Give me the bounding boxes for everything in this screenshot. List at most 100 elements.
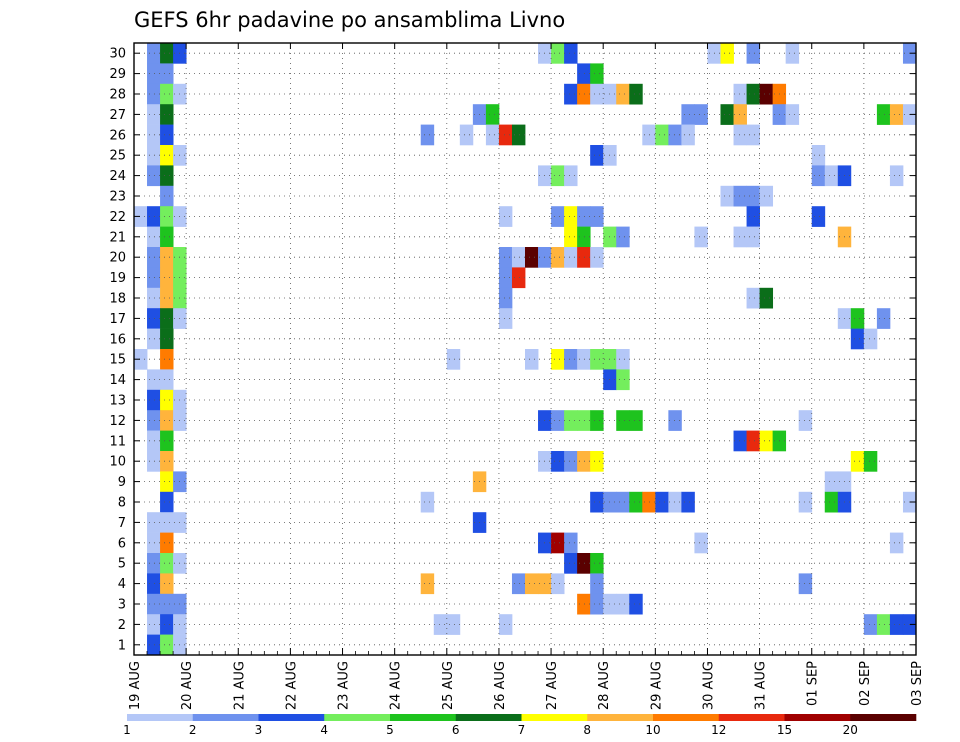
heatmap-cell: [160, 389, 174, 411]
y-tick-label: 8: [118, 496, 126, 511]
heatmap-cell: [746, 83, 760, 105]
heatmap-cell: [590, 83, 604, 105]
heatmap-cell: [785, 43, 800, 64]
heatmap-cell: [616, 491, 630, 513]
heatmap-cell: [577, 553, 591, 574]
heatmap-cell: [511, 247, 526, 268]
heatmap-cell: [746, 226, 760, 248]
heatmap-cell: [160, 247, 174, 268]
heatmap-cell: [147, 451, 161, 472]
heatmap-cell: [160, 83, 174, 105]
heatmap-cell: [498, 287, 513, 309]
x-axis-date-labels: 19 AUG 20 AUG 21 AUG 22 AUG 23 AUG 24 AUG 25 A…: [128, 43, 925, 710]
heatmap-cell: [590, 593, 604, 615]
heatmap-cell: [525, 349, 539, 370]
heatmap-cell: [811, 165, 826, 187]
heatmap-cell: [759, 185, 774, 207]
heatmap-cell: [147, 226, 161, 248]
heatmap-cell: [577, 83, 591, 105]
heatmap-cell: [564, 206, 578, 227]
y-tick-label: 5: [118, 557, 126, 572]
y-tick-label: 28: [109, 88, 126, 103]
heatmap-cell: [160, 512, 174, 533]
colorbar-label: 15: [777, 723, 792, 737]
heatmap-cell: [577, 410, 591, 431]
colorbar-label: 2: [189, 723, 197, 737]
x-tick-label: 20 AUG: [180, 661, 195, 710]
heatmap-cell: [134, 206, 148, 227]
heatmap-cell: [889, 165, 904, 187]
heatmap-cell: [863, 451, 878, 472]
heatmap-cell: [147, 369, 161, 391]
heatmap-cell: [746, 124, 760, 146]
heatmap-cell: [824, 491, 839, 513]
heatmap-cell: [577, 226, 591, 248]
heatmap-cell: [616, 410, 630, 431]
colorbar-swatch: [192, 714, 259, 721]
heatmap-cell: [160, 471, 174, 493]
x-tick-label: 26 AUG: [493, 661, 508, 710]
x-tick-label: 30 AUG: [701, 661, 716, 710]
heatmap-cell: [590, 553, 604, 574]
colorbar-swatch: [455, 714, 522, 721]
heatmap-cell: [498, 206, 513, 227]
colorbar-label: 10: [645, 723, 660, 737]
heatmap-cell: [889, 614, 904, 635]
heatmap-cell: [798, 410, 813, 431]
heatmap-cell: [160, 308, 174, 329]
colorbar-label: 6: [452, 723, 460, 737]
heatmap-cell: [681, 491, 695, 513]
grid-lines: [134, 43, 916, 655]
colorbar-swatch: [784, 714, 851, 721]
y-tick-label: 19: [109, 271, 126, 286]
y-tick-label: 22: [109, 210, 126, 225]
heatmap-cell: [590, 349, 604, 370]
heatmap-cell: [564, 532, 578, 554]
colorbar-label: 3: [255, 723, 263, 737]
y-tick-label: 7: [118, 516, 126, 531]
heatmap-cell: [446, 614, 461, 635]
heatmap-cell: [577, 593, 591, 615]
heatmap-cell: [629, 593, 643, 615]
heatmap-cell: [720, 43, 734, 64]
heatmap-cell: [681, 124, 695, 146]
heatmap-cell: [511, 124, 526, 146]
heatmap-cell: [720, 185, 734, 207]
heatmap-cell: [564, 83, 578, 105]
colorbar-label: 4: [320, 723, 328, 737]
heatmap-cell: [160, 491, 174, 513]
x-tick-label: 03 SEP: [910, 661, 925, 706]
y-tick-label: 9: [118, 475, 126, 490]
heatmap-cell: [720, 104, 734, 125]
colorbar-swatch: [258, 714, 325, 721]
heatmap-cell: [746, 287, 760, 309]
heatmap-cell: [160, 532, 174, 554]
heatmap-cell: [147, 410, 161, 431]
chart-title: GEFS 6hr padavine po ansamblima Livno: [134, 8, 565, 32]
heatmap-cell: [485, 104, 500, 125]
x-tick-label: 22 AUG: [284, 661, 299, 710]
heatmap-cell: [811, 206, 826, 227]
heatmap-cell: [147, 165, 161, 187]
heatmap-cell: [681, 104, 695, 125]
heatmap-cell: [577, 451, 591, 472]
y-tick-label: 6: [118, 536, 126, 551]
y-tick-label: 26: [109, 128, 126, 143]
heatmap-cell: [525, 573, 539, 595]
heatmap-cell: [147, 247, 161, 268]
colorbar-swatch: [718, 714, 785, 721]
heatmap-cell: [590, 491, 604, 513]
heatmap-cell: [446, 349, 461, 370]
x-tick-label: 19 AUG: [128, 661, 143, 710]
colorbar-label: 5: [386, 723, 394, 737]
heatmap-cell: [577, 349, 591, 370]
heatmap-cell: [811, 145, 826, 166]
heatmap-cell: [733, 430, 747, 452]
heatmap-cell: [147, 43, 161, 64]
x-tick-label: 02 SEP: [858, 661, 873, 706]
heatmap-cell: [420, 124, 435, 146]
heatmap-cell: [798, 573, 813, 595]
heatmap-cell: [616, 369, 630, 391]
heatmap-cell: [798, 491, 813, 513]
heatmap-cell: [733, 226, 747, 248]
